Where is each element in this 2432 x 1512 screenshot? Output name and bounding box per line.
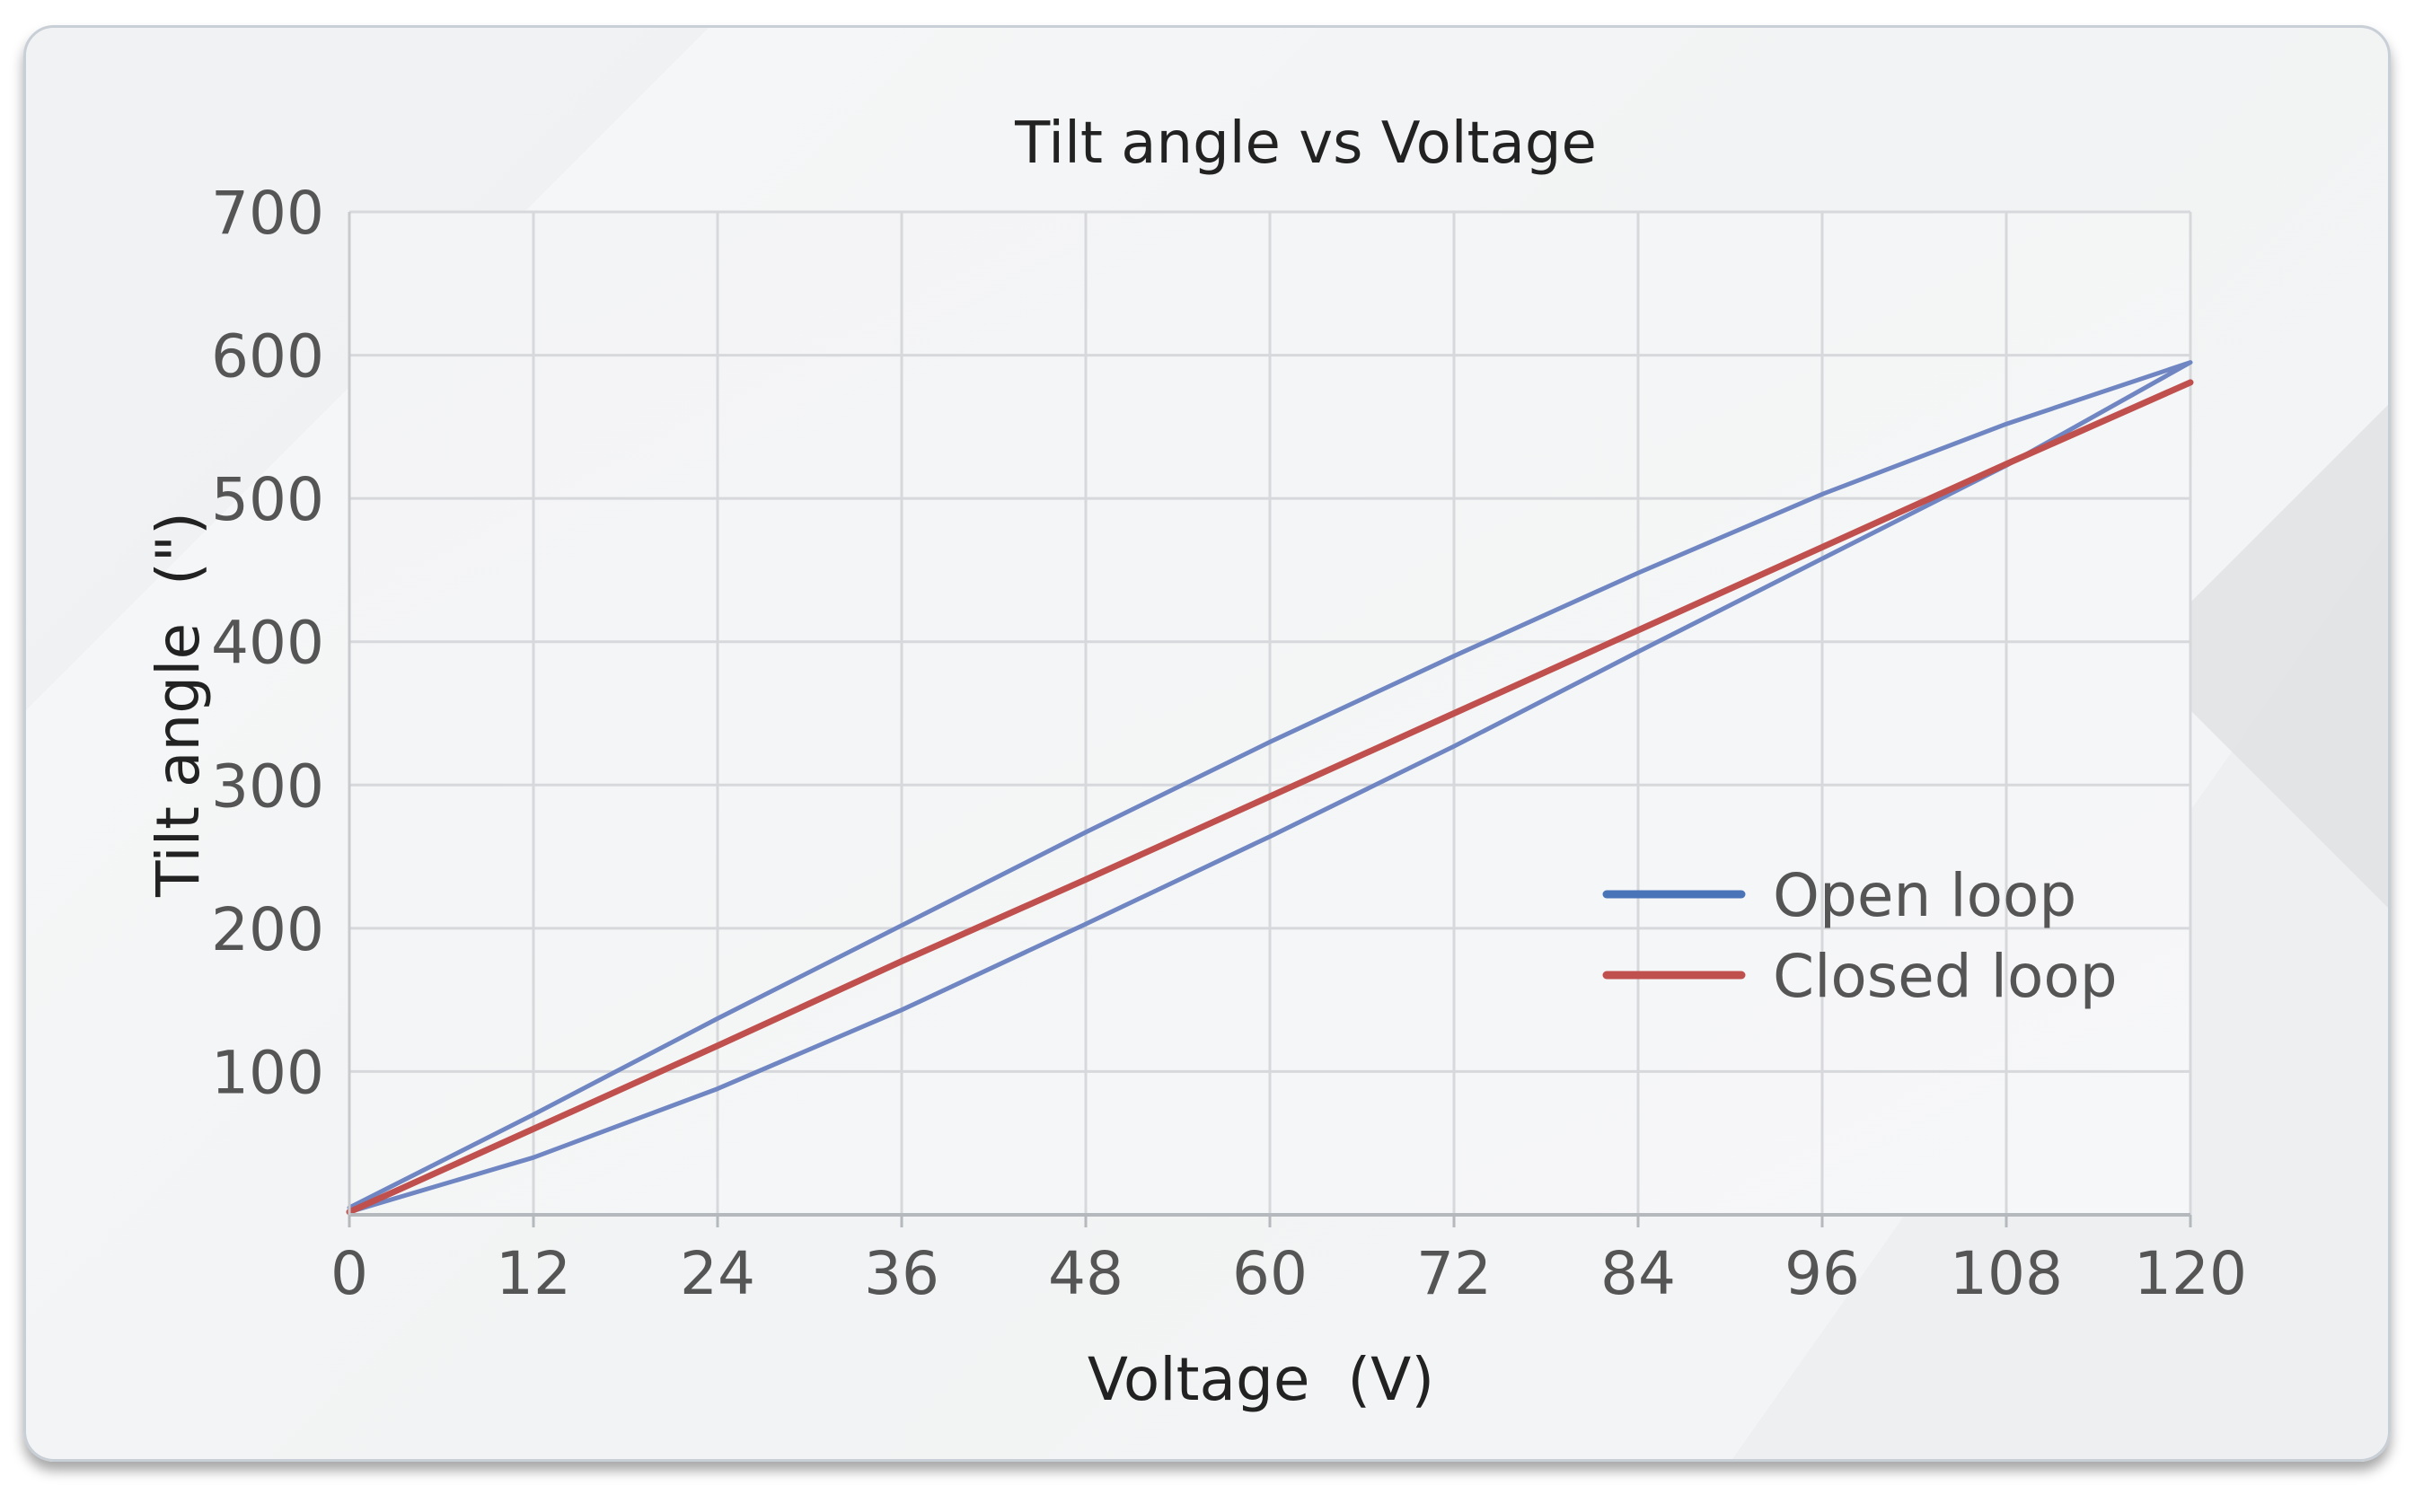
y-tick-label: 700	[211, 179, 324, 248]
x-tick-label: 12	[496, 1239, 571, 1308]
legend-label: Closed loop	[1773, 942, 2118, 1011]
x-tick-label: 24	[680, 1239, 755, 1308]
series-layer	[346, 360, 2194, 1216]
tick-labels: 0 12 24 36 48 60 72 84 96 108 120 100 200 300 400 500 60…	[211, 179, 2247, 1308]
series-line-closed-loop	[346, 379, 2194, 1216]
x-tick-label: 84	[1600, 1239, 1676, 1308]
chart-card: 0 12 24 36 48 60 72 84 96 108 120 100 200 300 400 500 60…	[23, 25, 2391, 1462]
y-tick-label: 300	[211, 752, 324, 821]
chart-title: Tilt angle vs Voltage	[1014, 110, 1597, 177]
x-tick-label: 96	[1784, 1239, 1860, 1308]
chart: 0 12 24 36 48 60 72 84 96 108 120 100 200 300 400 500 60…	[26, 28, 2388, 1459]
x-tick-label: 120	[2134, 1239, 2247, 1308]
legend-label: Open loop	[1773, 861, 2076, 930]
x-tick-label: 48	[1048, 1239, 1123, 1308]
x-tick-label: 60	[1232, 1239, 1308, 1308]
x-axis-title: Voltage (V)	[1088, 1345, 1434, 1414]
y-tick-label: 500	[211, 465, 324, 534]
background-shape	[2137, 405, 2388, 908]
x-tick-label: 36	[864, 1239, 939, 1308]
series-line-open-loop	[347, 360, 2193, 1215]
y-tick-label: 200	[211, 895, 324, 964]
y-tick-label: 400	[211, 609, 324, 678]
y-tick-label: 100	[211, 1038, 324, 1107]
axes	[348, 212, 2192, 1227]
x-tick-label: 72	[1416, 1239, 1492, 1308]
grid	[348, 210, 2192, 1215]
x-tick-label: 108	[1950, 1239, 2063, 1308]
y-axis-title: Tilt angle (")	[144, 512, 213, 898]
legend: Open loop Closed loop	[1602, 861, 2118, 1011]
x-tick-label: 0	[330, 1239, 368, 1308]
y-tick-label: 600	[211, 322, 324, 391]
